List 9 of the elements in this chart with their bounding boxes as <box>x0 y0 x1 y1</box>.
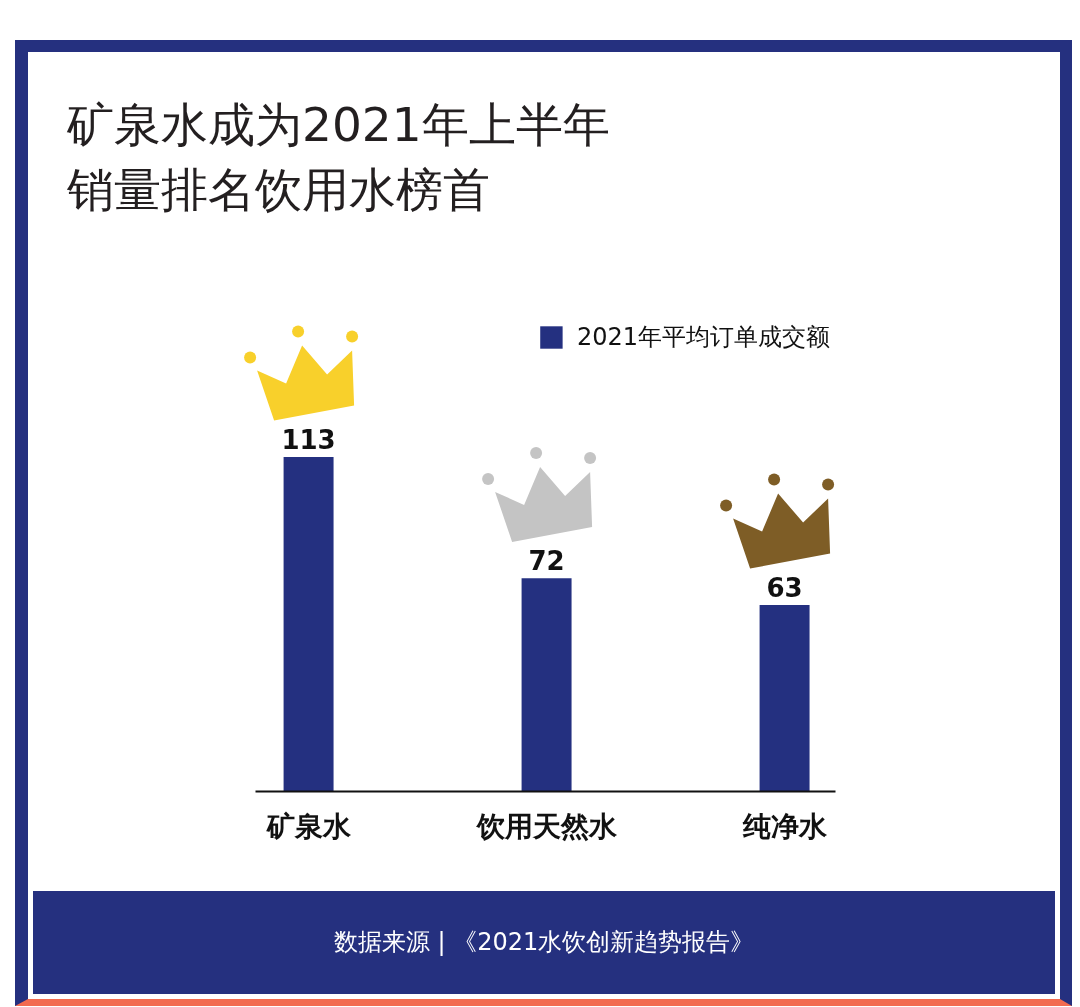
x-tick-label: 饮用天然水 <box>475 809 618 843</box>
x-tick-label: 纯净水 <box>741 809 828 843</box>
data-label: 113 <box>281 424 336 455</box>
x-tick-label: 矿泉水 <box>265 809 352 843</box>
data-label: 72 <box>528 546 565 577</box>
data-label: 63 <box>766 573 803 603</box>
source-note: 数据来源 | 《2021水饮创新趋势报告》 <box>333 927 755 959</box>
chart-title: 矿泉水成为2021年上半年销量排名饮用水榜首 <box>66 96 611 219</box>
legend-label: 2021年平均订单成交额 <box>576 322 830 353</box>
